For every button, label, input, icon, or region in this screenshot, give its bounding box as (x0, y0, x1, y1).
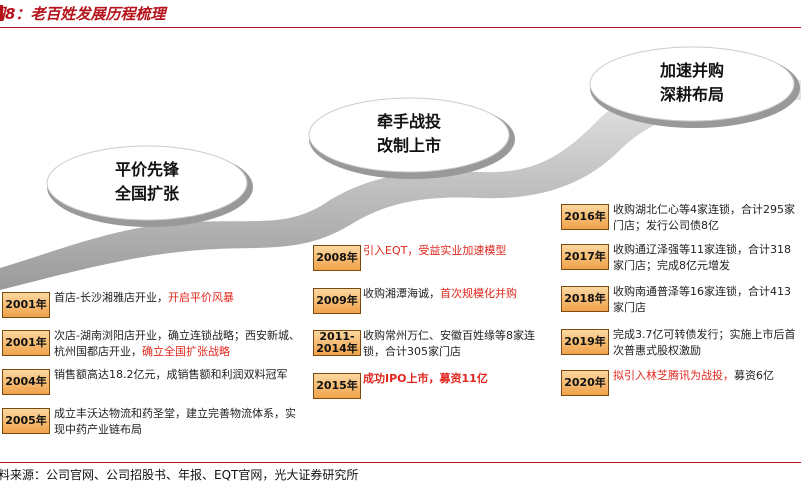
event-part: 成功IPO上市，募资11亿 (363, 372, 488, 385)
event-part: 收购常州万仁、安徽百姓缘等8家连锁，合计305家门店 (363, 329, 535, 358)
year-label: 2001年 (2, 292, 50, 318)
event-part: 收购湖北仁心等4家连锁，合计295家门店；发行公司债8亿 (613, 203, 795, 232)
source: 资料来源：公司官网、公司招股书、年报、EQT官网，光大证券研究所 (0, 468, 359, 482)
event-part: 收购湘潭海诚， (363, 287, 440, 300)
event-part: 拟引入林芝腾讯为战投， (613, 369, 734, 382)
event-part: 成立丰沃达物流和药圣堂，建立完善物流体系，实现中药产业链布局 (54, 407, 296, 436)
year-label: 2016年 (561, 204, 609, 230)
stage-line: 深耕布局 (659, 85, 724, 104)
year-label: 2011-2014年 (313, 330, 361, 356)
title: 图8：老百姓发展历程梳理 (0, 5, 166, 23)
event-part: 完成3.7亿可转债发行；实施上市后首次普惠式股权激励 (613, 328, 796, 357)
event-text: 拟引入林芝腾讯为战投，募资6亿 (613, 368, 799, 384)
bubble (46, 145, 248, 221)
year-label: 2015年 (313, 373, 361, 399)
event-part: 首店-长沙湘雅店开业， (54, 291, 168, 304)
year-label: 2004年 (2, 369, 50, 395)
event-text: 收购通辽泽强等11家连锁，合计318家门店；完成8亿元增发 (613, 242, 799, 274)
stage-label: 平价先锋 全国扩张 (87, 158, 207, 206)
rule (0, 462, 801, 463)
title-bar (0, 5, 3, 21)
bubble (308, 97, 510, 173)
event-text: 引入EQT，受益实业加速模型 (363, 243, 553, 259)
stage-label: 牵手战投 改制上市 (349, 110, 469, 158)
event-part: 销售额高达18.2亿元，成销售额和利润双料冠军 (54, 368, 288, 381)
event-text: 首店-长沙湘雅店开业，开启平价风暴 (54, 290, 306, 306)
stage-label: 加速并购 深耕布局 (632, 59, 752, 107)
stage-line: 全国扩张 (114, 184, 179, 203)
event-text: 收购湘潭海诚，首次规模化并购 (363, 286, 553, 302)
year-label: 2001年 (2, 330, 50, 356)
ribbon (0, 77, 801, 290)
year-label: 2019年 (561, 329, 609, 355)
event-text: 销售额高达18.2亿元，成销售额和利润双料冠军 (54, 367, 306, 383)
stage-line: 牵手战投 (376, 112, 441, 131)
event-part: 收购南通普泽等16家连锁，合计413家门店 (613, 285, 791, 314)
event-part: 引入EQT，受益实业加速模型 (363, 244, 507, 257)
year-label: 2018年 (561, 286, 609, 312)
event-text: 收购南通普泽等16家连锁，合计413家门店 (613, 284, 799, 316)
event-part: 确立全国扩张战略 (142, 345, 230, 358)
event-part: 次店-湖南浏阳店开业，确立连锁战略；西安新城、杭州国都店开业， (54, 329, 300, 358)
rule (0, 27, 801, 28)
event-text: 完成3.7亿可转债发行；实施上市后首次普惠式股权激励 (613, 327, 799, 359)
event-text: 成立丰沃达物流和药圣堂，建立完善物流体系，实现中药产业链布局 (54, 406, 306, 438)
year-label: 2008年 (313, 245, 361, 271)
event-text: 成功IPO上市，募资11亿 (363, 371, 553, 387)
year-label: 2009年 (313, 288, 361, 314)
year-label: 2017年 (561, 244, 609, 270)
stage-line: 改制上市 (376, 136, 441, 155)
event-part: 开启平价风暴 (167, 291, 234, 304)
event-part: 首次规模化并购 (440, 287, 517, 300)
year-label: 2020年 (561, 370, 609, 396)
stage-line: 加速并购 (659, 61, 724, 80)
year-label: 2005年 (2, 408, 50, 434)
event-text: 次店-湖南浏阳店开业，确立连锁战略；西安新城、杭州国都店开业，确立全国扩张战略 (54, 328, 306, 360)
event-part: 收购通辽泽强等11家连锁，合计318家门店；完成8亿元增发 (613, 243, 791, 272)
event-part: 募资6亿 (734, 369, 774, 382)
stage-line: 平价先锋 (114, 160, 179, 179)
bubble (589, 46, 795, 122)
event-text: 收购湖北仁心等4家连锁，合计295家门店；发行公司债8亿 (613, 202, 799, 234)
event-text: 收购常州万仁、安徽百姓缘等8家连锁，合计305家门店 (363, 328, 553, 360)
